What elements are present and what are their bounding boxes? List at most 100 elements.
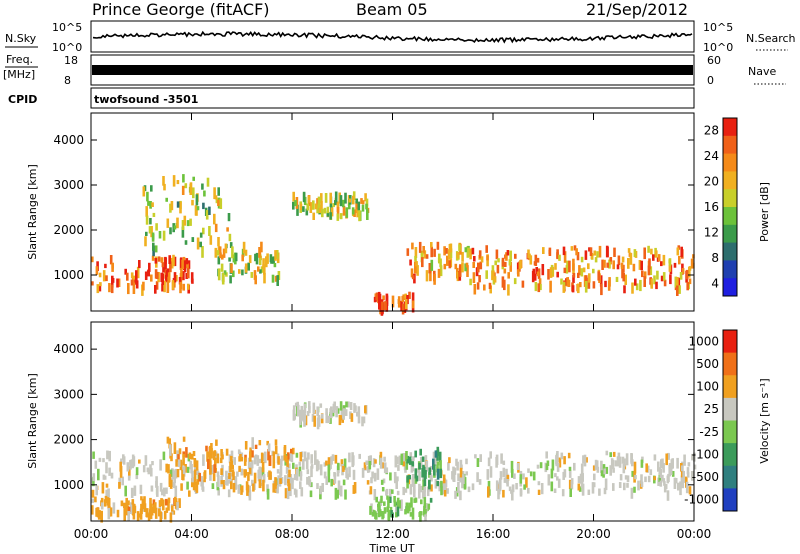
velocity-cell [653, 454, 657, 461]
velocity-colorbar-swatch [723, 488, 737, 512]
power-cell [219, 198, 223, 209]
velocity-cell [502, 460, 506, 465]
velocity-cell [364, 405, 367, 414]
velocity-cell [592, 465, 596, 471]
velocity-cell [310, 464, 314, 469]
power-cell [147, 200, 150, 206]
velocity-cell [280, 458, 283, 466]
power-cell [507, 284, 510, 296]
velocity-cell [350, 413, 354, 422]
power-cell [176, 201, 180, 208]
velocity-cell [276, 469, 280, 474]
power-cell [130, 272, 134, 279]
velocity-cell [363, 462, 367, 470]
velocity-cell [511, 468, 514, 478]
velocity-cell [262, 479, 265, 492]
velocity-cell [327, 471, 331, 483]
power-cell [166, 281, 170, 292]
velocity-cell [474, 454, 477, 459]
power-cell [364, 193, 367, 202]
velocity-cell [680, 465, 684, 477]
velocity-cell [258, 479, 262, 488]
power-cell [647, 245, 650, 253]
velocity-cell [266, 488, 270, 500]
velocity-cell [676, 457, 679, 469]
velocity-cell [426, 486, 430, 497]
velocity-y-tick-label: 1000 [53, 478, 84, 492]
velocity-cell [476, 458, 480, 467]
velocity-cell [121, 476, 124, 486]
velocity-cell [662, 478, 666, 483]
velocity-cell [127, 475, 131, 481]
power-cell [342, 199, 345, 208]
velocity-cell [162, 451, 166, 461]
power-cell [244, 263, 248, 273]
velocity-cell [408, 456, 412, 465]
velocity-cell [400, 453, 404, 466]
velocity-cell [616, 460, 620, 467]
velocity-cell [133, 505, 137, 514]
power-cell [513, 278, 517, 285]
power-cell [678, 285, 681, 294]
power-cell [668, 264, 672, 272]
power-cell [230, 263, 233, 273]
power-cell [627, 248, 631, 253]
velocity-cell [109, 507, 113, 517]
power-cell [163, 280, 166, 293]
power-cell [205, 210, 209, 220]
power-cell [357, 201, 361, 211]
velocity-cell [188, 490, 191, 497]
power-cell [173, 225, 177, 230]
velocity-cell [598, 488, 601, 496]
velocity-cell [264, 451, 267, 464]
velocity-cell [308, 479, 312, 487]
velocity-cell [209, 471, 212, 481]
velocity-cell [594, 459, 598, 465]
freq-panel-frame [90, 54, 695, 86]
velocity-cell [410, 497, 413, 508]
velocity-cell [290, 450, 294, 463]
power-cell [600, 283, 603, 296]
velocity-cell [423, 497, 427, 509]
power-cell [195, 194, 199, 206]
power-cell [663, 279, 667, 287]
velocity-cell [687, 462, 691, 467]
velocity-cell [225, 470, 228, 480]
power-cell [488, 282, 492, 289]
power-cell [461, 251, 464, 262]
velocity-cell [438, 451, 442, 463]
power-y-label: Slant Range [km] [26, 164, 39, 260]
velocity-cell [417, 468, 421, 473]
velocity-cell [375, 496, 378, 503]
power-cell [202, 202, 205, 210]
velocity-cell [237, 449, 241, 454]
velocity-cell [634, 474, 637, 480]
power-cell [616, 264, 620, 270]
velocity-cell [310, 482, 313, 488]
velocity-cell [295, 452, 299, 458]
power-cell [215, 197, 219, 204]
velocity-cell [287, 479, 290, 487]
velocity-cell [127, 506, 131, 512]
velocity-cell [192, 482, 196, 491]
power-cell [430, 246, 433, 258]
power-cell [154, 258, 158, 264]
velocity-cell [124, 485, 127, 497]
power-cell [650, 248, 653, 255]
velocity-cell [243, 457, 247, 466]
velocity-cell [311, 413, 315, 422]
velocity-cell [249, 451, 252, 462]
power-cell [218, 246, 222, 254]
velocity-cell [527, 487, 530, 494]
power-cell [423, 250, 427, 259]
velocity-cell [433, 464, 436, 476]
power-cell [445, 248, 448, 254]
power-cell [643, 271, 647, 279]
velocity-cell [463, 482, 467, 490]
power-cell [151, 202, 154, 207]
power-cell [556, 249, 559, 258]
power-cell [473, 284, 477, 295]
velocity-cell [519, 490, 523, 495]
velocity-cell [163, 511, 167, 520]
